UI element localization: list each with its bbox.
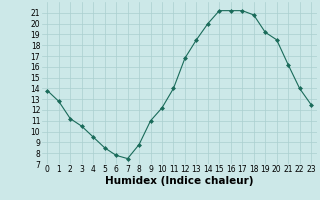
- X-axis label: Humidex (Indice chaleur): Humidex (Indice chaleur): [105, 176, 253, 186]
